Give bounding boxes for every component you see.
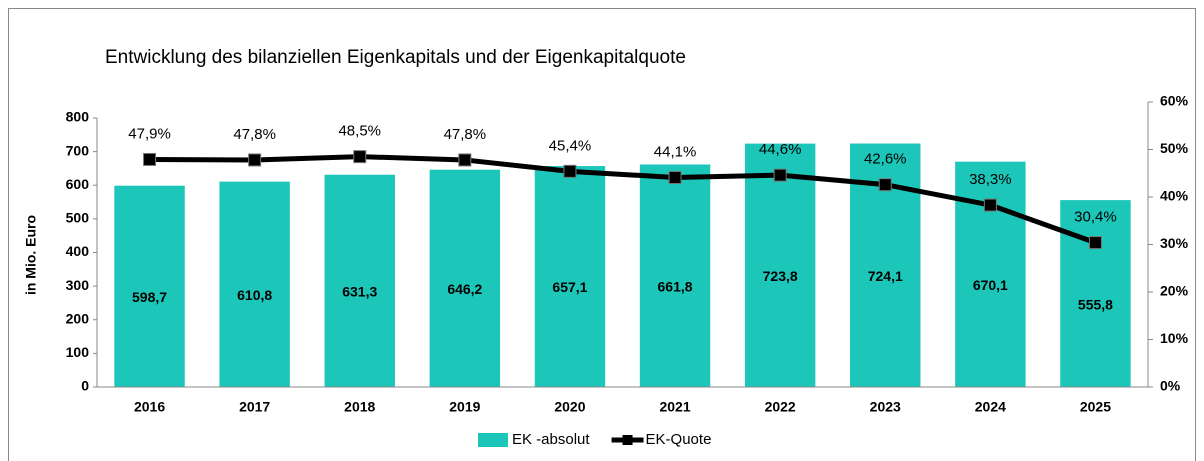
line xyxy=(149,154,1097,245)
y-axis-label: in Mio. Euro xyxy=(23,215,39,295)
y-tick-label: 700 xyxy=(66,142,90,158)
line-marker xyxy=(773,168,787,182)
legend-swatch xyxy=(622,435,633,445)
bar xyxy=(114,185,185,387)
y2-tick-label: 50% xyxy=(1160,140,1189,156)
bar xyxy=(429,169,501,387)
bar xyxy=(955,161,1026,387)
y2-tick-label: 10% xyxy=(1160,330,1189,346)
y2-tick-label: 40% xyxy=(1160,188,1189,204)
bar xyxy=(534,166,606,387)
line-value-label: 44,6% xyxy=(759,141,802,158)
x-tick-label: 2018 xyxy=(344,399,375,415)
bar xyxy=(1060,200,1131,387)
line-value-label: 44,1% xyxy=(654,143,697,160)
chart-frame xyxy=(8,8,1196,461)
line-value-label: 42,6% xyxy=(864,151,907,168)
bar xyxy=(324,174,395,387)
bar-value-label: 555,8 xyxy=(1078,296,1113,312)
chart-title: Entwicklung des bilanziellen Eigenkapita… xyxy=(105,47,686,68)
y2-tick-label: 60% xyxy=(1160,93,1189,109)
y2-tick-label: 20% xyxy=(1160,283,1189,299)
y-tick-label: 100 xyxy=(66,344,90,360)
y-tick-label: 800 xyxy=(66,109,90,125)
bar-value-label: 670,1 xyxy=(973,277,1008,293)
y2-tick-label: 30% xyxy=(1160,235,1189,251)
legend-swatch xyxy=(478,433,508,447)
line-marker xyxy=(878,178,892,192)
line-marker xyxy=(668,171,682,185)
line-value-label: 30,4% xyxy=(1074,209,1117,226)
legend-label: EK-Quote xyxy=(646,431,712,448)
line-value-label: 48,5% xyxy=(338,123,381,140)
bar-value-label: 598,7 xyxy=(132,289,167,305)
x-tick-label: 2024 xyxy=(975,399,1006,415)
y-tick-label: 300 xyxy=(66,277,90,293)
bar xyxy=(219,181,290,387)
line-marker xyxy=(143,152,157,166)
bar xyxy=(639,164,711,387)
bar-value-label: 723,8 xyxy=(763,268,798,284)
bar-value-label: 724,1 xyxy=(868,268,903,284)
bar xyxy=(744,143,816,387)
legend-label: EK -absolut xyxy=(512,431,590,448)
line-value-label: 47,9% xyxy=(128,125,171,142)
bar-value-label: 631,3 xyxy=(342,284,377,300)
y-tick-label: 500 xyxy=(66,210,90,226)
line-value-label: 38,3% xyxy=(969,171,1012,188)
y2-tick-label: 0% xyxy=(1160,378,1181,394)
bar-value-label: 610,8 xyxy=(237,287,272,303)
line-marker xyxy=(248,153,262,167)
y-tick-label: 0 xyxy=(81,378,89,394)
x-tick-label: 2020 xyxy=(554,399,585,415)
y-tick-label: 600 xyxy=(66,176,90,192)
x-tick-label: 2019 xyxy=(449,399,480,415)
x-tick-label: 2017 xyxy=(239,399,270,415)
x-tick-label: 2025 xyxy=(1080,399,1111,415)
line-marker xyxy=(563,164,577,178)
line-marker xyxy=(458,153,472,167)
line-value-label: 47,8% xyxy=(233,126,276,143)
line-value-label: 47,8% xyxy=(444,126,487,143)
x-tick-label: 2021 xyxy=(659,399,690,415)
bar-value-label: 657,1 xyxy=(552,279,587,295)
x-tick-label: 2016 xyxy=(134,399,165,415)
x-tick-label: 2023 xyxy=(870,399,901,415)
y-tick-label: 200 xyxy=(66,310,90,326)
line-marker xyxy=(983,198,997,212)
bar-value-label: 661,8 xyxy=(658,278,693,294)
line-value-label: 45,4% xyxy=(549,137,592,154)
x-tick-label: 2022 xyxy=(765,399,796,415)
y-tick-label: 400 xyxy=(66,243,90,259)
line-marker xyxy=(1088,236,1102,250)
line-marker xyxy=(353,150,367,164)
bar-value-label: 646,2 xyxy=(447,281,482,297)
